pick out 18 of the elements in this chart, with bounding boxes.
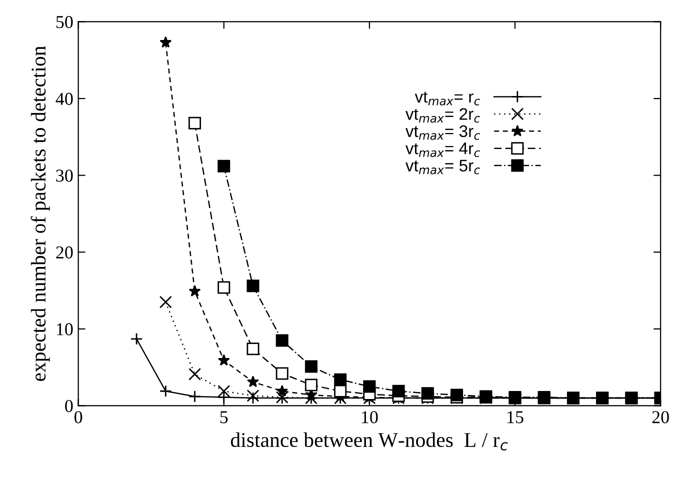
legend-label: vt$_{max}$= 3r$_{c}$ xyxy=(405,125,480,140)
y-tick-label: 0 xyxy=(65,400,73,412)
y-tick-label: 30 xyxy=(56,170,73,182)
y-tick-label: 10 xyxy=(56,323,73,336)
x-tick-label: 20 xyxy=(652,411,669,424)
x-axis-title: distance between W-nodes L / r$_{c}$ xyxy=(230,432,508,450)
legend-label: vt$_{max}$= 4r$_{c}$ xyxy=(405,142,480,158)
x-tick-label: 10 xyxy=(362,411,378,424)
x-tick-label: 0 xyxy=(74,411,82,424)
x-tick-label: 15 xyxy=(508,411,524,424)
legend-label: vt$_{max}$= 2r$_{c}$ xyxy=(405,108,480,123)
x-tick-label: 5 xyxy=(220,411,228,424)
y-tick-label: 50 xyxy=(56,16,73,28)
y-tick-label: 20 xyxy=(56,246,73,259)
legend-label: vt$_{max}$= 5r$_{c}$ xyxy=(405,160,480,174)
y-axis-title: expected number of packets to detection xyxy=(30,46,50,381)
y-tick-label: 40 xyxy=(56,92,73,105)
legend-label: vt$_{max}$= r$_{c}$ xyxy=(414,92,480,106)
